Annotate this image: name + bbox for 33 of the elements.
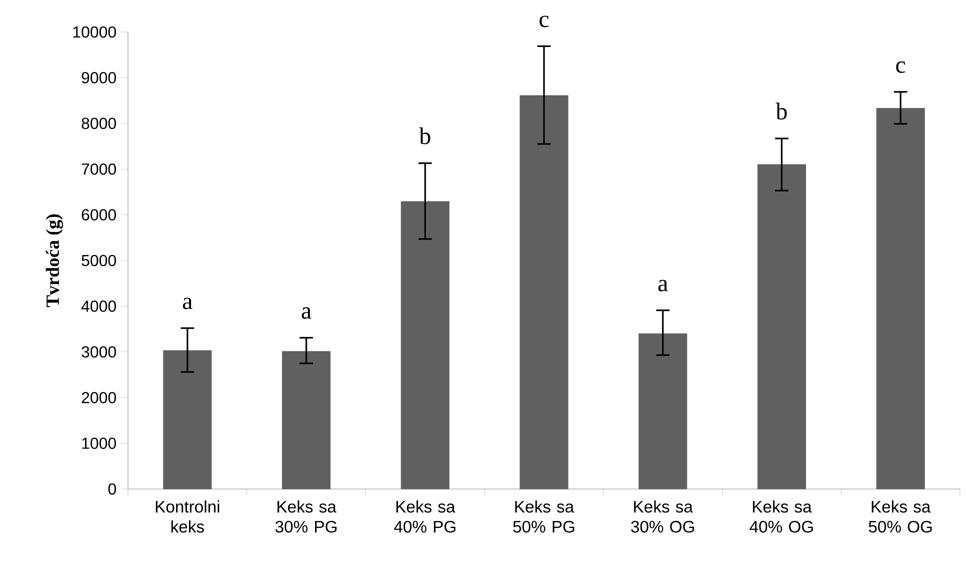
y-tick-label: 2000: [82, 392, 116, 404]
annotation: c: [896, 61, 906, 73]
y-tick-label: 3000: [82, 346, 116, 358]
y-tick-label: 9000: [82, 72, 116, 84]
y-tick-label: 6000: [82, 209, 116, 220]
y-tick-label: 0: [108, 483, 116, 495]
annotation: a: [182, 298, 192, 310]
x-tick-label: Keks sa 30% PG: [275, 500, 337, 533]
y-tick-label: 4000: [81, 300, 116, 312]
x-tick-label: Keks sa 50% PG: [513, 500, 574, 533]
bar: [400, 201, 450, 490]
y-tick-label: 1000: [82, 438, 116, 449]
annotation: b: [776, 102, 787, 120]
y-tick-label: 7000: [82, 163, 116, 175]
x-tick-label: Keks sa 50% OG: [868, 500, 932, 533]
x-tick-label: Kontrolni keks: [156, 500, 220, 533]
bar: [876, 108, 925, 490]
annotation: a: [302, 307, 312, 319]
x-tick-label: Keks sa 40% OG: [750, 500, 813, 533]
y-tick-label: 8000: [82, 118, 116, 130]
bar: [282, 351, 331, 490]
bar: [520, 95, 568, 490]
x-tick-label: Keks sa 30% OG: [631, 500, 694, 533]
annotation: b: [419, 127, 430, 144]
x-tick-label: Keks sa 40% PG: [394, 500, 456, 533]
annotation: a: [658, 280, 668, 292]
annotation: c: [540, 16, 549, 28]
bar: [163, 350, 212, 490]
bar: [638, 333, 688, 490]
y-tick-label: 10000: [73, 26, 116, 38]
y-tick-label: 5000: [82, 254, 116, 266]
bar: [757, 164, 806, 490]
y-axis-title: Tvrdoća (g): [46, 214, 63, 308]
